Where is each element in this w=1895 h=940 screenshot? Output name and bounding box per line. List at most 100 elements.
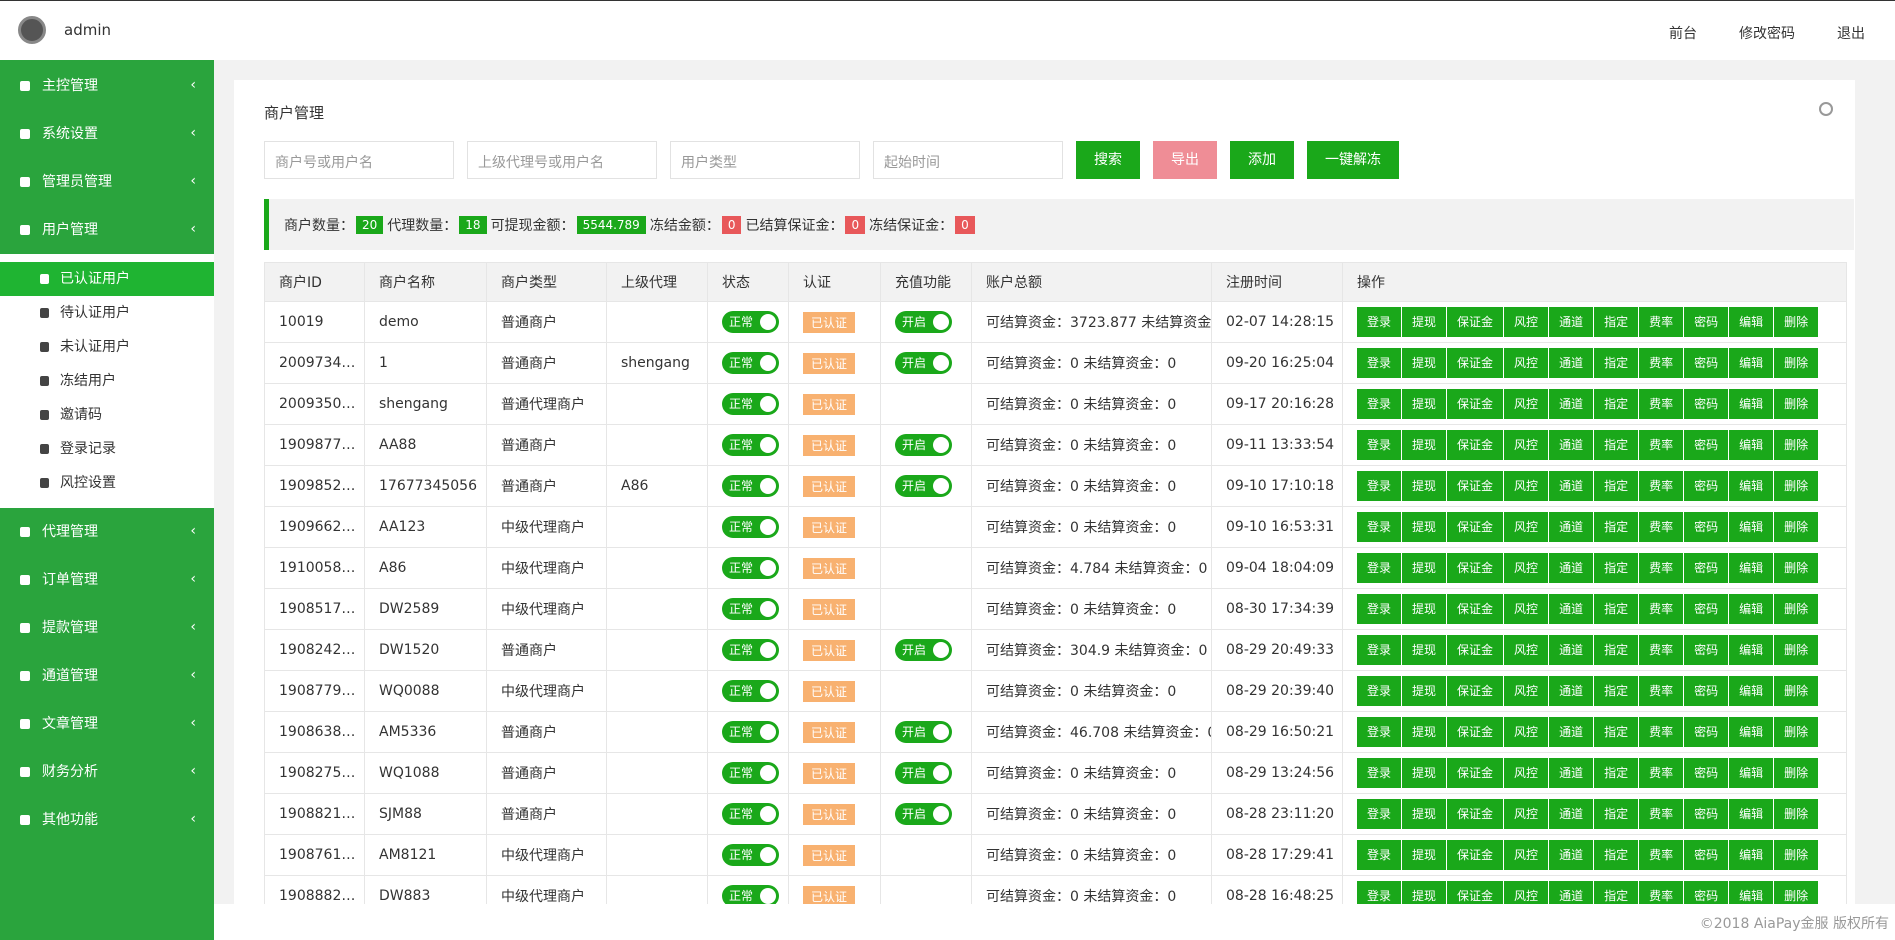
action-button[interactable]: 编辑 — [1729, 471, 1775, 501]
action-button[interactable]: 风控 — [1504, 348, 1550, 378]
action-button[interactable]: 提现 — [1402, 635, 1448, 665]
action-button[interactable]: 删除 — [1774, 471, 1820, 501]
action-button[interactable]: 通道 — [1549, 717, 1595, 747]
action-button[interactable]: 密码 — [1684, 758, 1730, 788]
action-button[interactable]: 登录 — [1357, 430, 1403, 460]
action-button[interactable]: 密码 — [1684, 471, 1730, 501]
status-toggle[interactable]: 正常 — [722, 311, 780, 333]
action-button[interactable]: 删除 — [1774, 635, 1820, 665]
action-button[interactable]: 风控 — [1504, 553, 1550, 583]
action-button[interactable]: 登录 — [1357, 307, 1403, 337]
action-button[interactable]: 提现 — [1402, 758, 1448, 788]
action-button[interactable]: 登录 — [1357, 676, 1403, 706]
filter-input[interactable]: 起始时间 — [873, 141, 1063, 179]
menu-item[interactable]: 系统设置 — [0, 109, 214, 158]
menu-item[interactable]: 通道管理 — [0, 651, 214, 700]
action-button[interactable]: 费率 — [1639, 512, 1685, 542]
action-button[interactable]: 删除 — [1774, 553, 1820, 583]
action-button[interactable]: 通道 — [1549, 758, 1595, 788]
action-button[interactable]: 提现 — [1402, 717, 1448, 747]
action-button[interactable]: 费率 — [1639, 840, 1685, 870]
action-button[interactable]: 风控 — [1504, 594, 1550, 624]
action-button[interactable]: 编辑 — [1729, 389, 1775, 419]
action-button[interactable]: 通道 — [1549, 389, 1595, 419]
action-button[interactable]: 指定 — [1594, 758, 1640, 788]
header-link[interactable]: 前台 — [1669, 26, 1697, 42]
action-button[interactable]: 提现 — [1402, 512, 1448, 542]
action-button[interactable]: 指定 — [1594, 512, 1640, 542]
action-button[interactable]: 提现 — [1402, 430, 1448, 460]
action-button[interactable]: 编辑 — [1729, 430, 1775, 460]
action-button[interactable]: 保证金 — [1447, 881, 1505, 904]
menu-item[interactable]: 用户管理 — [0, 205, 214, 254]
action-button[interactable]: 提现 — [1402, 676, 1448, 706]
action-button[interactable]: 指定 — [1594, 389, 1640, 419]
action-button[interactable]: 密码 — [1684, 553, 1730, 583]
action-button[interactable]: 保证金 — [1447, 635, 1505, 665]
action-button[interactable]: 风控 — [1504, 512, 1550, 542]
recharge-toggle[interactable]: 开启 — [895, 311, 953, 333]
action-button[interactable]: 登录 — [1357, 758, 1403, 788]
status-toggle[interactable]: 正常 — [722, 680, 780, 702]
action-button[interactable]: 登录 — [1357, 471, 1403, 501]
action-button[interactable]: 保证金 — [1447, 758, 1505, 788]
action-button[interactable]: 通道 — [1549, 799, 1595, 829]
submenu-item[interactable]: 待认证用户 — [0, 296, 214, 330]
action-button[interactable]: 删除 — [1774, 594, 1820, 624]
action-button[interactable]: 密码 — [1684, 881, 1730, 904]
filter-input[interactable]: 商户号或用户名 — [264, 141, 454, 179]
action-button[interactable]: 密码 — [1684, 676, 1730, 706]
action-button[interactable]: 指定 — [1594, 348, 1640, 378]
filter-input[interactable]: 用户类型 — [670, 141, 860, 179]
action-button[interactable]: 费率 — [1639, 717, 1685, 747]
action-button[interactable]: 通道 — [1549, 348, 1595, 378]
action-button[interactable]: 编辑 — [1729, 840, 1775, 870]
submenu-item[interactable]: 未认证用户 — [0, 330, 214, 364]
action-button[interactable]: 编辑 — [1729, 594, 1775, 624]
action-button[interactable]: 风控 — [1504, 881, 1550, 904]
filter-button[interactable]: 一键解冻 — [1307, 141, 1399, 179]
action-button[interactable]: 风控 — [1504, 471, 1550, 501]
status-toggle[interactable]: 正常 — [722, 762, 780, 784]
action-button[interactable]: 编辑 — [1729, 348, 1775, 378]
action-button[interactable]: 风控 — [1504, 676, 1550, 706]
action-button[interactable]: 通道 — [1549, 881, 1595, 904]
action-button[interactable]: 保证金 — [1447, 389, 1505, 419]
action-button[interactable]: 指定 — [1594, 594, 1640, 624]
menu-item[interactable]: 管理员管理 — [0, 157, 214, 206]
status-toggle[interactable]: 正常 — [722, 803, 780, 825]
action-button[interactable]: 编辑 — [1729, 512, 1775, 542]
action-button[interactable]: 费率 — [1639, 471, 1685, 501]
action-button[interactable]: 费率 — [1639, 881, 1685, 904]
action-button[interactable]: 提现 — [1402, 840, 1448, 870]
filter-button[interactable]: 搜索 — [1076, 141, 1140, 179]
action-button[interactable]: 通道 — [1549, 840, 1595, 870]
action-button[interactable]: 密码 — [1684, 717, 1730, 747]
submenu-item[interactable]: 风控设置 — [0, 466, 214, 500]
submenu-item[interactable]: 登录记录 — [0, 432, 214, 466]
action-button[interactable]: 指定 — [1594, 799, 1640, 829]
recharge-toggle[interactable]: 开启 — [895, 803, 953, 825]
action-button[interactable]: 保证金 — [1447, 430, 1505, 460]
submenu-item[interactable]: 冻结用户 — [0, 364, 214, 398]
action-button[interactable]: 保证金 — [1447, 676, 1505, 706]
status-toggle[interactable]: 正常 — [722, 844, 780, 866]
action-button[interactable]: 登录 — [1357, 881, 1403, 904]
action-button[interactable]: 编辑 — [1729, 635, 1775, 665]
status-toggle[interactable]: 正常 — [722, 557, 780, 579]
action-button[interactable]: 密码 — [1684, 840, 1730, 870]
action-button[interactable]: 提现 — [1402, 881, 1448, 904]
action-button[interactable]: 保证金 — [1447, 348, 1505, 378]
status-toggle[interactable]: 正常 — [722, 475, 780, 497]
status-toggle[interactable]: 正常 — [722, 434, 780, 456]
action-button[interactable]: 登录 — [1357, 799, 1403, 829]
action-button[interactable]: 保证金 — [1447, 717, 1505, 747]
action-button[interactable]: 保证金 — [1447, 471, 1505, 501]
action-button[interactable]: 编辑 — [1729, 307, 1775, 337]
action-button[interactable]: 登录 — [1357, 635, 1403, 665]
action-button[interactable]: 风控 — [1504, 717, 1550, 747]
action-button[interactable]: 通道 — [1549, 553, 1595, 583]
action-button[interactable]: 删除 — [1774, 389, 1820, 419]
action-button[interactable]: 保证金 — [1447, 840, 1505, 870]
action-button[interactable]: 密码 — [1684, 430, 1730, 460]
